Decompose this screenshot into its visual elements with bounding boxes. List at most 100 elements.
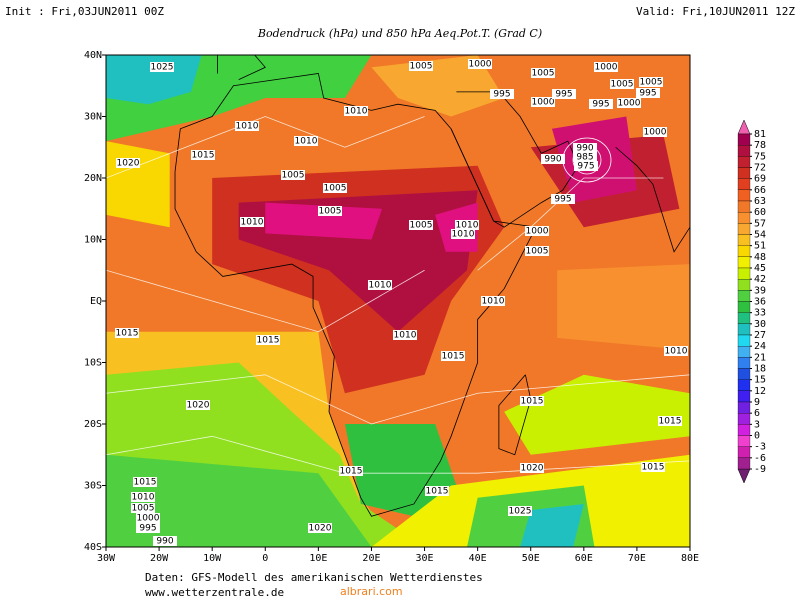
lon-tick-label: 60E <box>575 553 593 564</box>
isobar-label: 1005 <box>526 247 549 257</box>
isobar-label-box <box>594 62 618 72</box>
lat-tick-label: 30N <box>84 112 102 123</box>
isobar-label: 1010 <box>132 493 155 503</box>
colorbar-segment <box>737 279 751 291</box>
isobar-label-box <box>150 62 174 72</box>
lon-tick-label: 30W <box>97 553 116 564</box>
coastline <box>498 374 532 456</box>
isobar-label: 995 <box>139 524 156 534</box>
isobar-label-box <box>490 89 514 99</box>
lon-tick-label: 10E <box>309 553 327 564</box>
colorbar-label: 12 <box>754 386 766 397</box>
colorbar-label: 15 <box>754 375 766 386</box>
isobar-label-box <box>552 89 576 99</box>
isobar-label-box <box>136 513 160 523</box>
isobar-label: 985 <box>576 153 593 163</box>
isobar-label-box <box>520 396 544 406</box>
isobar-label: 1015 <box>442 352 465 362</box>
isobar-label-box <box>240 217 264 227</box>
lon-tick-label: 40E <box>469 553 487 564</box>
colorbar-label: 78 <box>754 140 766 151</box>
colorbar-segment <box>737 424 751 436</box>
isobar-label: 1005 <box>282 171 305 181</box>
isobar-label: 1000 <box>137 514 160 524</box>
colorbar-label: 33 <box>754 308 766 319</box>
isobar-label: 1010 <box>452 230 475 240</box>
map-title: Bodendruck (hPa) und 850 hPa Aeq.Pot.T. … <box>257 27 542 40</box>
colorbar-segment <box>737 290 751 302</box>
isobar-label-box <box>541 154 565 164</box>
field-region <box>106 141 170 228</box>
colorbar-segment <box>737 245 751 257</box>
colorbar-label: 30 <box>754 319 766 330</box>
isobar-label: 1020 <box>117 159 140 169</box>
colorbar-label: 39 <box>754 285 766 296</box>
colorbar-label: 21 <box>754 352 766 363</box>
colorbar-segment <box>737 167 751 179</box>
lat-tick-label: 40S <box>84 542 102 553</box>
isobar-label: 1020 <box>187 401 210 411</box>
isobar-label: 1000 <box>618 99 641 109</box>
isobar-label: 1005 <box>410 221 433 231</box>
isobar-label-box <box>115 328 139 338</box>
coastline <box>217 55 266 80</box>
isobar-label: 1015 <box>340 467 363 477</box>
isobar-label-box <box>531 68 555 78</box>
lon-tick-label: 50E <box>522 553 540 564</box>
colorbar-label: 57 <box>754 218 766 229</box>
isobar-label-box <box>573 152 597 162</box>
colorbar-segment <box>737 178 751 190</box>
colorbar-label: 36 <box>754 297 766 308</box>
lon-tick-label: 10W <box>203 553 222 564</box>
isobar-label: 995 <box>592 100 609 110</box>
isobar-label: 1005 <box>132 504 155 514</box>
isobar-label: 1010 <box>394 331 417 341</box>
field-region <box>106 454 372 547</box>
isobar-label: 1005 <box>611 80 634 90</box>
isobar-label: 1010 <box>345 107 368 117</box>
colorbar-label: -3 <box>754 442 766 453</box>
isobar-label-box <box>525 246 549 256</box>
colorbar-label: 51 <box>754 241 766 252</box>
isobar <box>106 269 425 333</box>
colorbar-segment <box>737 457 751 470</box>
colorbar-label: 45 <box>754 263 766 274</box>
isobar-label: 990 <box>544 155 561 165</box>
colorbar-segment <box>737 435 751 447</box>
colorbar-segment <box>737 189 751 202</box>
isobar-label-box <box>525 226 549 236</box>
isobar-label: 995 <box>639 89 656 99</box>
isobar-label: 1010 <box>456 221 479 231</box>
field-region <box>106 55 202 105</box>
colorbar-segment <box>737 200 751 213</box>
isobar-label: 1010 <box>236 122 259 132</box>
field-region <box>520 503 584 547</box>
colorbar-segment <box>737 446 751 458</box>
isobar-label: 1010 <box>295 137 318 147</box>
lon-tick-label: 80E <box>681 553 699 564</box>
isobar <box>106 374 690 425</box>
isobar-label: 1005 <box>319 207 342 217</box>
colorbar-label: 69 <box>754 174 766 185</box>
colorbar-segment <box>737 223 751 235</box>
isobar-label-box <box>256 335 280 345</box>
field-region <box>265 202 383 240</box>
isobar-label: 1015 <box>659 417 682 427</box>
lat-tick-label: 20N <box>84 173 102 184</box>
isobar-label-box <box>658 416 682 426</box>
isobar-label: 1000 <box>469 60 492 70</box>
colorbar-segment <box>737 133 751 146</box>
colorbar-label: 63 <box>754 196 766 207</box>
isobar-label-box <box>425 486 449 496</box>
colorbar-segment <box>737 390 751 403</box>
isobar-label-box <box>368 280 392 290</box>
isobar-label-box <box>481 296 505 306</box>
lat-tick-label: 10S <box>84 358 102 369</box>
isobar-label: 1015 <box>116 329 139 339</box>
isobar-label-box <box>409 220 433 230</box>
field-region <box>371 55 505 117</box>
isobar-label-box <box>451 229 475 239</box>
isobar-label-box <box>664 346 688 356</box>
isobar-label-box <box>455 220 479 230</box>
